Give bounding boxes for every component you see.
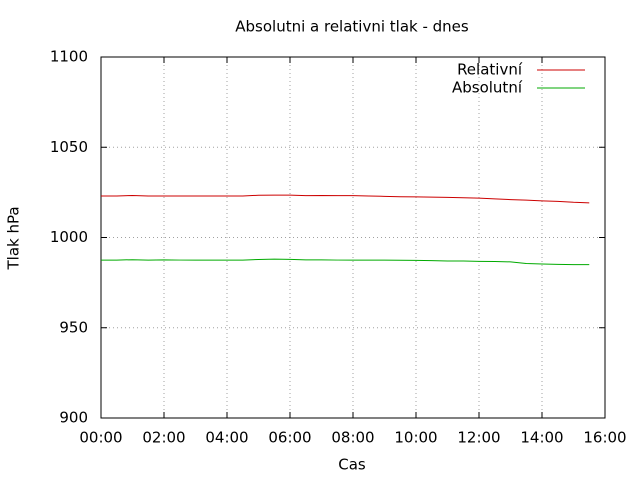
y-tick-label: 950 (59, 318, 88, 336)
x-tick-label: 16:00 (583, 429, 626, 447)
y-tick-label: 900 (59, 409, 88, 427)
x-axis-label: Cas (338, 456, 366, 474)
y-axis-label: Tlak hPa (5, 206, 23, 270)
plot-border (100, 56, 606, 419)
legend-label: Relativní (457, 61, 523, 79)
x-tick-label: 14:00 (520, 429, 563, 447)
y-tick-label: 1050 (50, 138, 88, 156)
x-tick-label: 00:00 (79, 429, 122, 447)
legend-label: Absolutní (452, 79, 523, 97)
x-tick-label: 12:00 (457, 429, 500, 447)
y-tick-label: 1100 (50, 48, 88, 66)
data-line (101, 258, 590, 266)
x-tick-label: 10:00 (394, 429, 437, 447)
x-tick-label: 02:00 (142, 429, 185, 447)
chart-title: Absolutni a relativni tlak - dnes (235, 18, 469, 36)
x-tick-label: 06:00 (268, 429, 311, 447)
x-tick-label: 08:00 (331, 429, 374, 447)
y-tick-label: 1000 (50, 228, 88, 246)
data-line (101, 194, 590, 204)
x-tick-label: 04:00 (205, 429, 248, 447)
